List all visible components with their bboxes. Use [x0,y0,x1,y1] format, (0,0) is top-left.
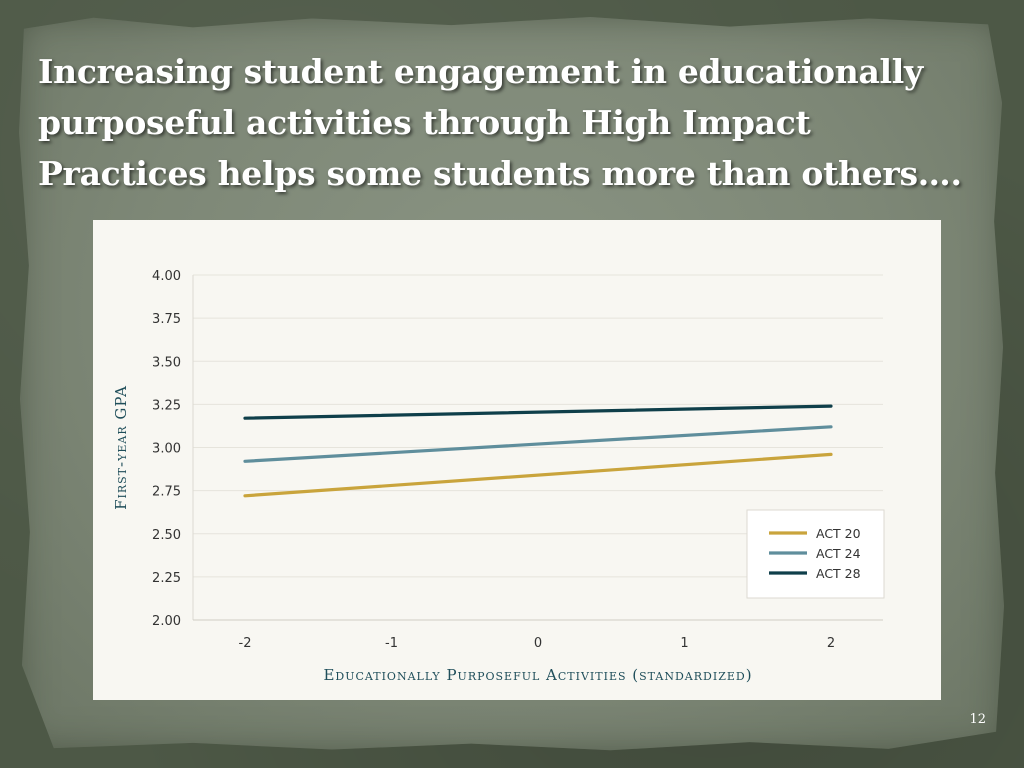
legend-label: ACT 24 [816,546,861,561]
x-tick-label: 2 [827,636,835,651]
x-tick-label: -2 [239,636,252,651]
y-tick-label: 2.00 [152,614,181,629]
x-tick-label: 0 [534,636,542,651]
series-line [243,425,833,463]
y-axis-title: First-year GPA [112,385,130,510]
y-tick-label: 2.50 [152,528,181,543]
x-tick-label: 1 [680,636,688,651]
y-tick-label: 2.25 [152,571,181,586]
chart-panel: 2.00 2.25 2.50 2.75 3.00 3.25 3.50 3.75 4.00 -2 -1… [93,220,941,700]
x-axis-title: Educationally Purposeful Activities (sta… [323,666,752,684]
y-tick-label: 2.75 [152,485,181,500]
line-chart: 2.00 2.25 2.50 2.75 3.00 3.25 3.50 3.75 4.00 -2 -1… [112,269,885,684]
y-tick-label: 3.00 [152,442,181,457]
slide-title: Increasing student engagement in educati… [38,52,962,193]
y-tick-label: 3.75 [152,312,181,327]
y-tick-label: 3.25 [152,398,181,413]
series-line [243,452,833,498]
legend-label: ACT 20 [816,526,861,541]
series-line [243,404,833,420]
y-tick-label: 4.00 [152,269,181,284]
y-tick-label: 3.50 [152,355,181,370]
legend-label: ACT 28 [816,566,861,581]
x-tick-label: -1 [385,636,398,651]
page-number: 12 [969,712,986,727]
